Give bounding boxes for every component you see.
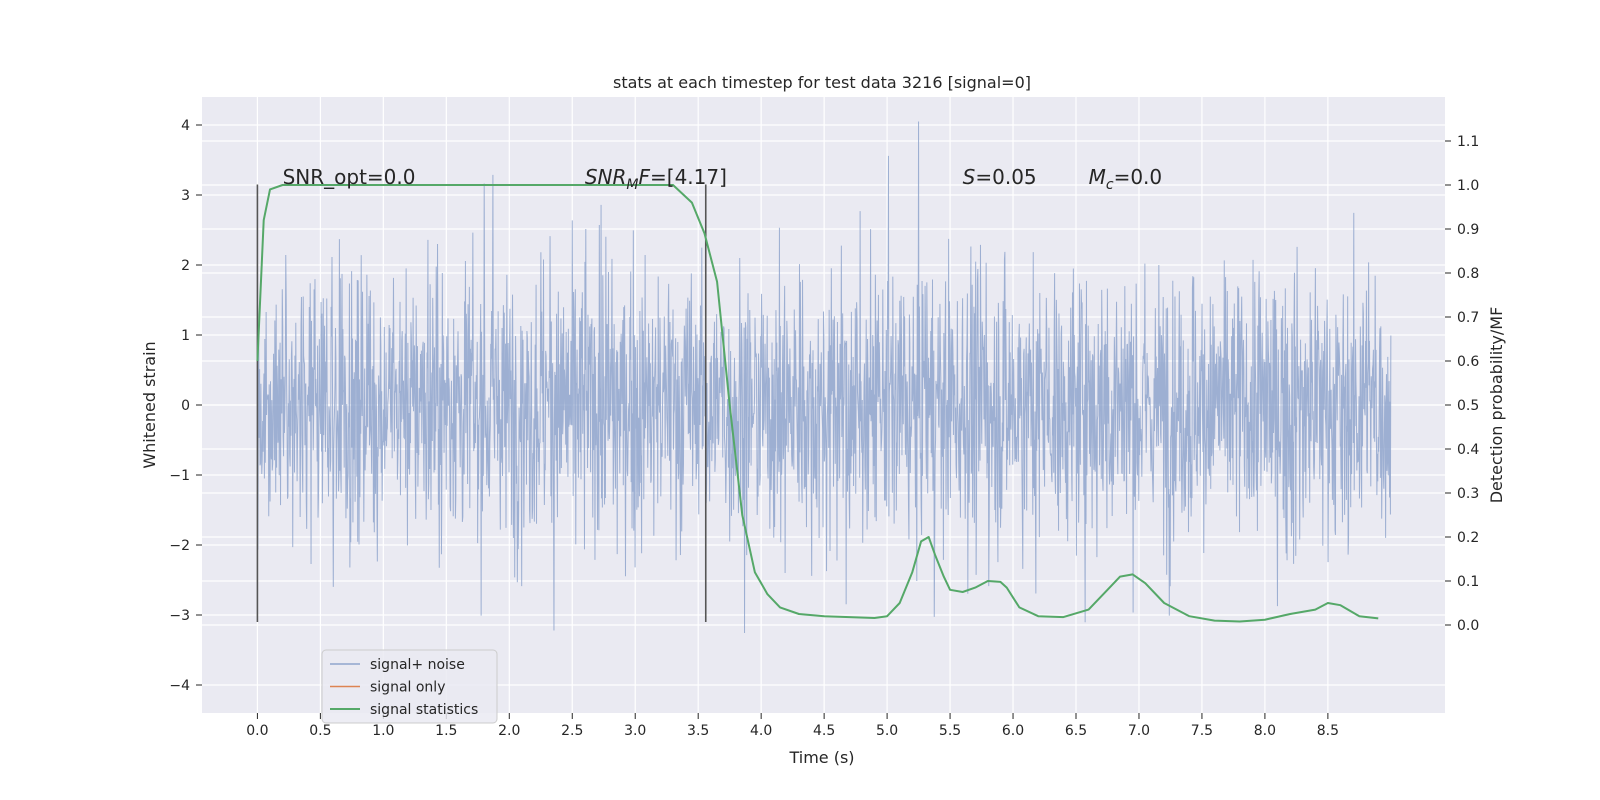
y-tick-label: 2 [181, 258, 190, 274]
y-tick-label: 3 [181, 188, 190, 204]
legend-label: signal statistics [370, 702, 478, 718]
annotation-snr-mf: SNRMF=[4.17] [585, 165, 727, 193]
x-tick-label: 7.0 [1128, 723, 1150, 739]
annotation-snr-mf-part: M [626, 177, 638, 193]
annotation-snr-opt-part: SNR_opt=0.0 [283, 165, 416, 189]
x-tick-label: 3.0 [624, 723, 646, 739]
y-right-axis-ticks: 0.0 0.1 0.2 0.3 0.4 0.5 0.6 0.7 0.8 0.9 1.0 1.1 [1445, 134, 1479, 634]
y-right-tick-label: 1.1 [1457, 134, 1479, 150]
y-tick-label: 0 [181, 398, 190, 414]
annotation-mc-val: Mc=0.0 [1089, 165, 1163, 193]
y-axis-ticks: −4 −3 −2 −1 0 1 2 3 4 [169, 118, 202, 694]
y-tick-label: −2 [169, 538, 190, 554]
x-tick-label: 6.0 [1002, 723, 1024, 739]
x-tick-label: 7.5 [1191, 723, 1213, 739]
chart-title: stats at each timestep for test data 321… [613, 73, 1031, 92]
legend-box [321, 649, 498, 724]
x-tick-label: 2.0 [498, 723, 520, 739]
x-tick-label: 8.5 [1317, 723, 1339, 739]
y-right-tick-label: 0.0 [1457, 618, 1479, 634]
annotation-s-val-part: =0.05 [975, 165, 1036, 189]
x-tick-label: 6.5 [1065, 723, 1087, 739]
annotation-s-val-part: S [963, 165, 976, 189]
y-right-tick-label: 0.7 [1457, 310, 1479, 326]
x-axis-label: Time (s) [788, 748, 854, 767]
y-right-tick-label: 0.1 [1457, 574, 1479, 590]
marker-lines [256, 184, 707, 622]
annotation-mc-val-part: c [1106, 177, 1114, 193]
annotation-mc-val-part: =0.0 [1114, 165, 1163, 189]
y-tick-label: 4 [181, 118, 190, 134]
y-right-tick-label: 1.0 [1457, 178, 1479, 194]
legend-label: signal+ noise [370, 657, 465, 673]
x-tick-label: 0.5 [309, 723, 331, 739]
annotation-snr-mf-part: SNR [585, 165, 627, 189]
signal-statistics-line [256, 184, 1379, 623]
y-right-tick-label: 0.3 [1457, 486, 1479, 502]
x-tick-label: 1.5 [435, 723, 457, 739]
x-tick-label: 8.0 [1254, 723, 1276, 739]
annotation-snr-mf-part: F [639, 165, 651, 189]
x-tick-label: 5.0 [876, 723, 898, 739]
x-tick-label: 4.0 [750, 723, 772, 739]
y-right-tick-label: 0.2 [1457, 530, 1479, 546]
annotation-snr-mf-part: =[4.17] [650, 165, 727, 189]
x-tick-label: 3.5 [687, 723, 709, 739]
annotations: SNR_opt=0.0 SNRMF=[4.17] S=0.05 Mc=0.0 [283, 165, 1163, 193]
legend: signal+ noise signal only signal statistic… [321, 649, 498, 724]
y-right-tick-label: 0.9 [1457, 222, 1479, 238]
x-tick-label: 5.5 [939, 723, 961, 739]
x-tick-label: 1.0 [372, 723, 394, 739]
x-tick-label: 0.0 [246, 723, 268, 739]
series-signal-noise [256, 121, 1392, 633]
annotation-snr-opt: SNR_opt=0.0 [283, 165, 416, 189]
annotation-mc-val-part: M [1089, 165, 1106, 189]
y-axis-label: Whitened strain [140, 341, 159, 468]
noise-trace-line [256, 121, 1392, 633]
y-tick-label: −3 [169, 608, 190, 624]
y-tick-label: −1 [169, 468, 190, 484]
annotation-s-val: S=0.05 [963, 165, 1037, 189]
series-signal-statistics [256, 184, 1379, 623]
y-right-tick-label: 0.8 [1457, 266, 1479, 282]
x-axis-ticks: 0.0 0.5 1.0 1.5 2.0 2.5 3.0 3.5 4.0 4.5 5.0 5.5 6.0 6… [246, 713, 1339, 739]
x-tick-label: 4.5 [813, 723, 835, 739]
y-tick-label: 1 [181, 328, 190, 344]
y-tick-label: −4 [169, 678, 190, 694]
y-right-tick-label: 0.5 [1457, 398, 1479, 414]
y-right-tick-label: 0.4 [1457, 442, 1479, 458]
x-tick-label: 2.5 [561, 723, 583, 739]
y-right-axis-label: Detection probability/MF [1487, 307, 1506, 504]
y-right-tick-label: 0.6 [1457, 354, 1479, 370]
legend-label: signal only [370, 680, 445, 696]
